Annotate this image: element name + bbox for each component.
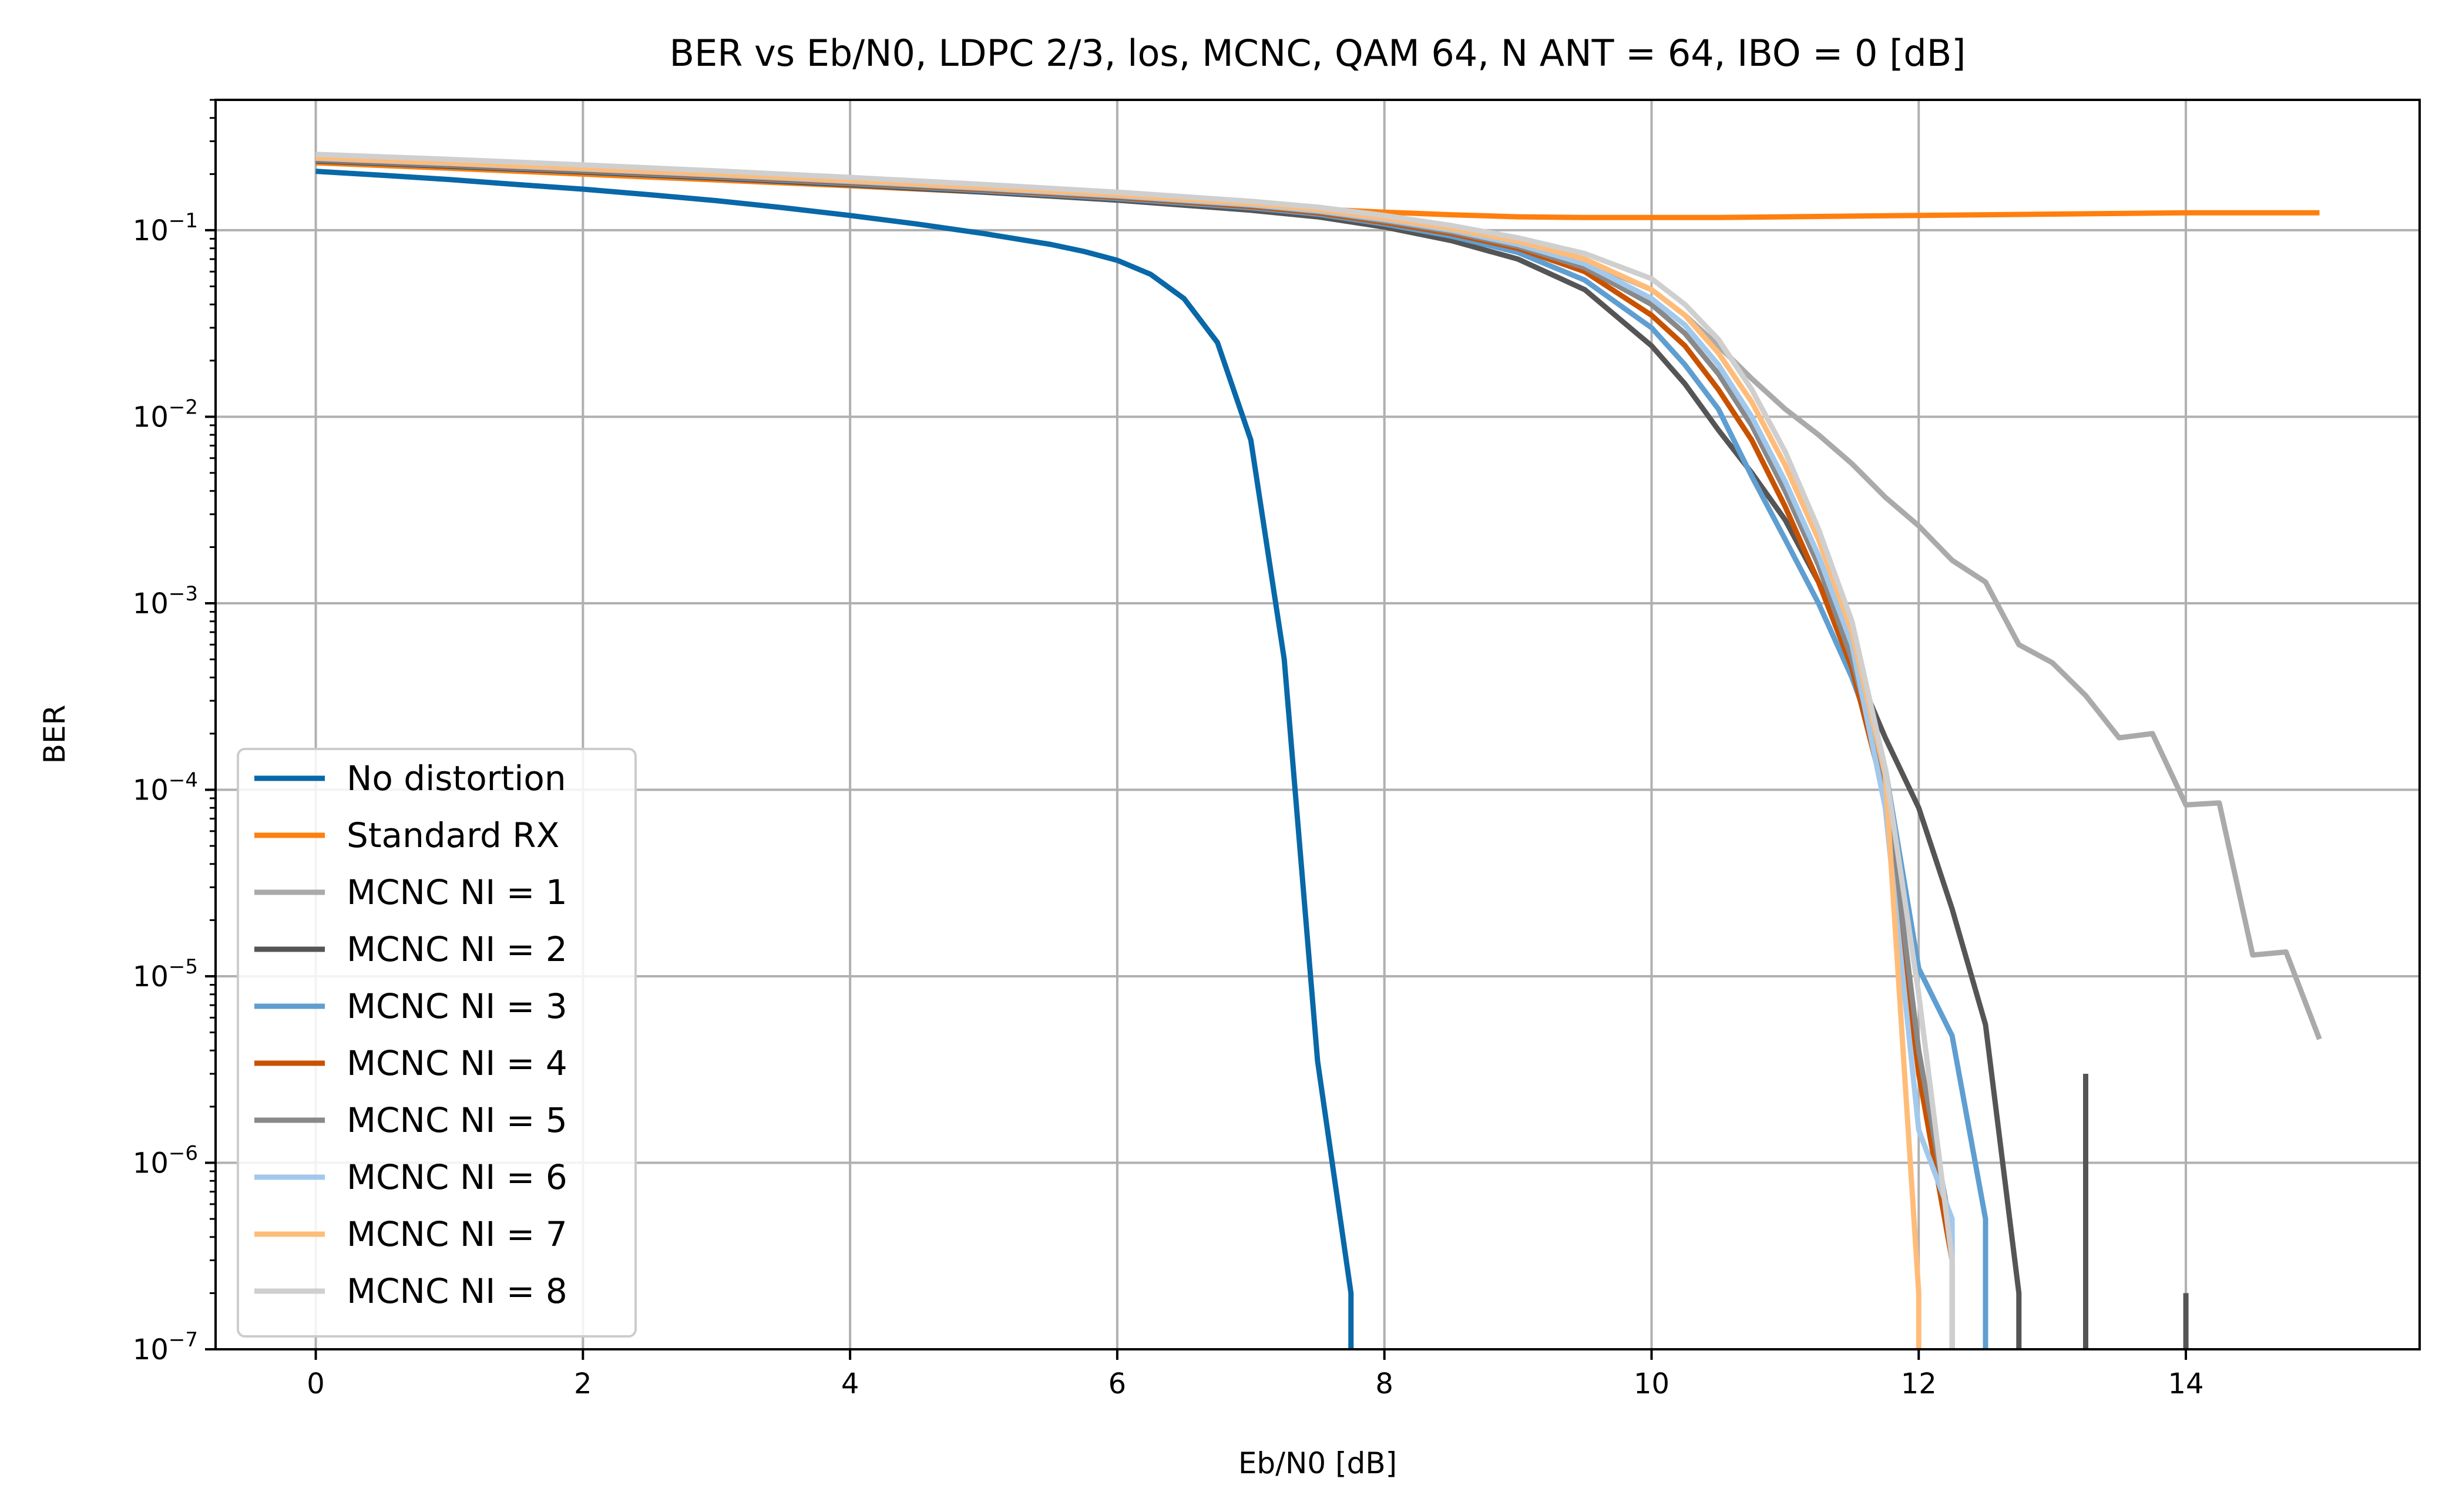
x-tick-label: 0 bbox=[307, 1367, 325, 1400]
legend-label: No distortion bbox=[347, 758, 566, 798]
legend-label: MCNC NI = 1 bbox=[347, 872, 567, 912]
y-axis-ticks: 10−7 10−6 10−5 10−4 10−3 10−2 10−1 bbox=[133, 99, 216, 1366]
plot-frame bbox=[214, 99, 2421, 1350]
y-tick-label: 10−3 bbox=[133, 582, 198, 620]
x-tick-label: 12 bbox=[1901, 1367, 1937, 1400]
x-tick-label: 2 bbox=[574, 1367, 592, 1400]
series-line bbox=[315, 169, 1354, 1349]
series-lines bbox=[315, 152, 2322, 1349]
x-tick-label: 6 bbox=[1108, 1367, 1127, 1400]
y-tick-label: 10−4 bbox=[133, 768, 198, 807]
y-tick-label: 10−1 bbox=[133, 209, 198, 247]
y-tick-label: 10−6 bbox=[133, 1141, 198, 1180]
chart-title: BER vs Eb/N0, LDPC 2/3, los, MCNC, QAM 6… bbox=[670, 32, 1966, 75]
x-tick-label: 8 bbox=[1375, 1367, 1393, 1400]
legend-box bbox=[237, 748, 637, 1338]
x-tick-label: 10 bbox=[1634, 1367, 1669, 1400]
y-tick-label: 10−5 bbox=[133, 955, 198, 993]
legend-label: MCNC NI = 8 bbox=[347, 1271, 567, 1311]
x-tick-label: 4 bbox=[841, 1367, 859, 1400]
legend-label: MCNC NI = 5 bbox=[347, 1100, 567, 1140]
x-tick-label: 14 bbox=[2168, 1367, 2204, 1400]
legend: No distortion Standard RX MCNC NI = 1 MCNC … bbox=[237, 748, 637, 1338]
series-line bbox=[315, 154, 1921, 1349]
series-line bbox=[315, 152, 1955, 1349]
x-axis-ticks: 0 2 4 6 8 10 12 14 bbox=[307, 1349, 2204, 1400]
legend-label: MCNC NI = 6 bbox=[347, 1157, 567, 1197]
legend-label: MCNC NI = 2 bbox=[347, 929, 567, 969]
legend-label: MCNC NI = 4 bbox=[347, 1043, 567, 1083]
y-axis-title: BER bbox=[38, 705, 72, 764]
legend-label: MCNC NI = 3 bbox=[347, 986, 567, 1026]
y-tick-label: 10−7 bbox=[133, 1328, 198, 1366]
legend-label: MCNC NI = 7 bbox=[347, 1214, 567, 1254]
legend-label: Standard RX bbox=[347, 815, 559, 855]
x-axis-title: Eb/N0 [dB] bbox=[1238, 1446, 1397, 1480]
y-tick-label: 10−2 bbox=[133, 395, 198, 434]
